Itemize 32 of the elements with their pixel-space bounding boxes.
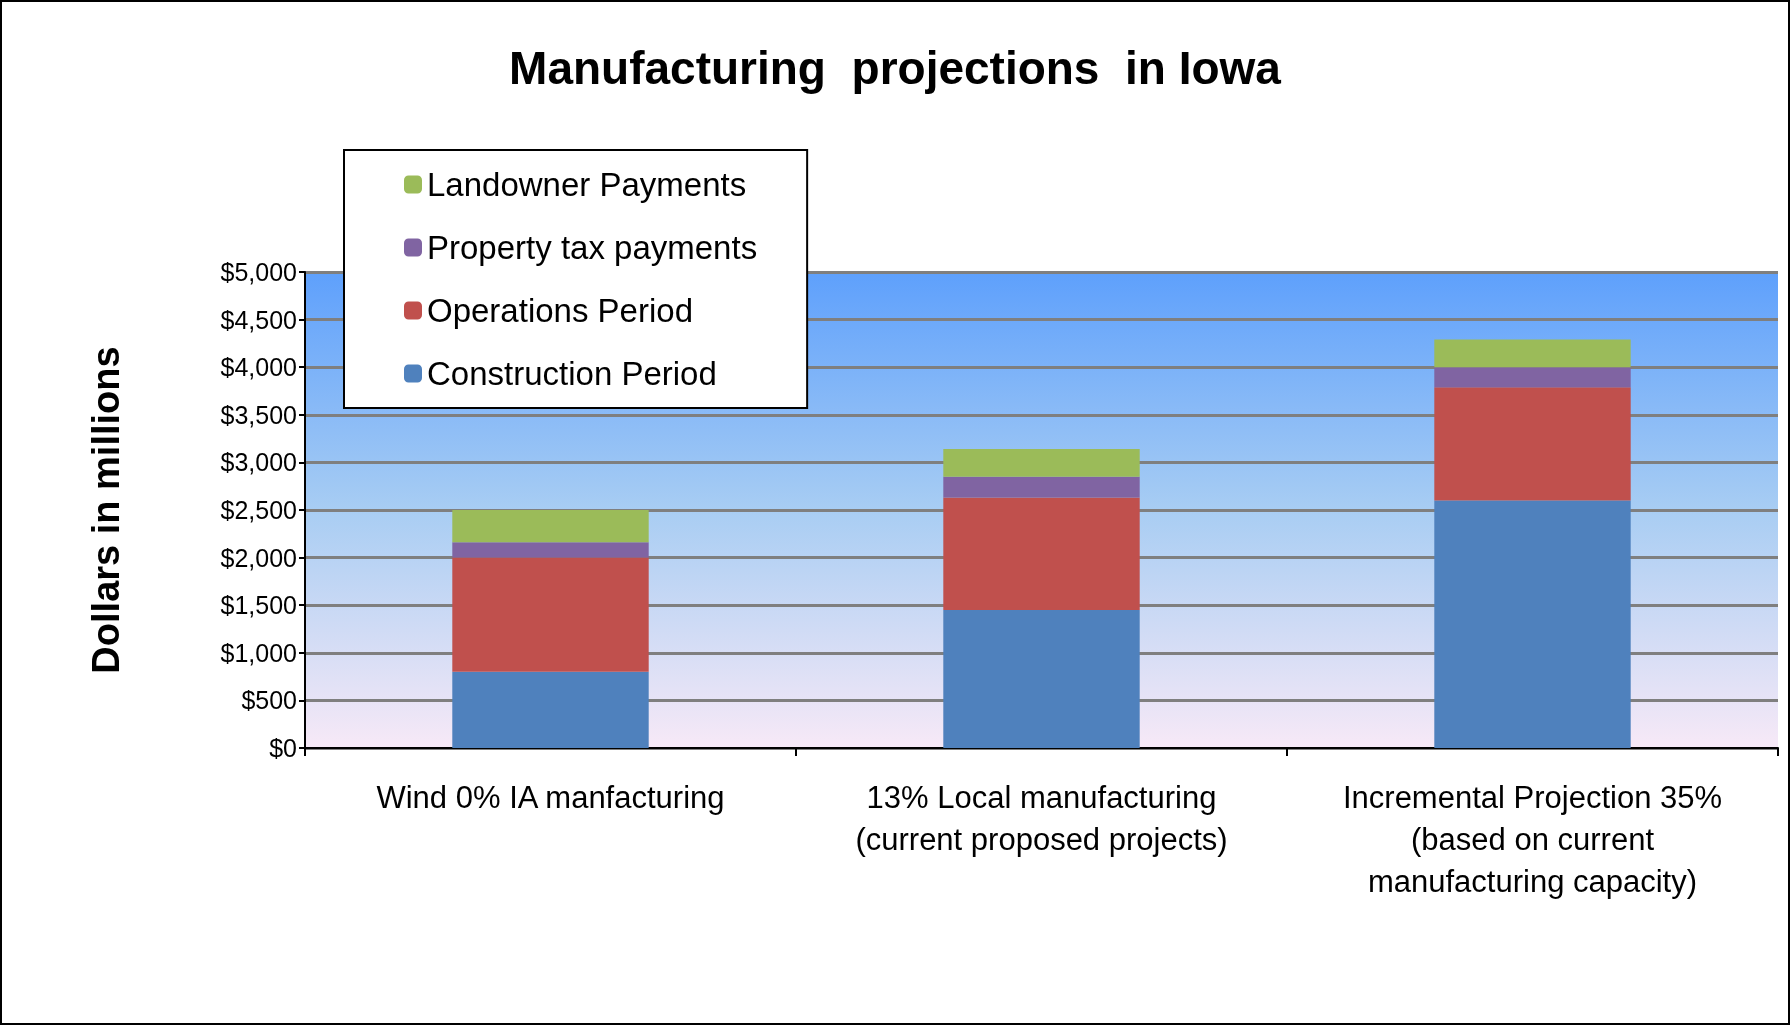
bar bbox=[1434, 367, 1631, 388]
y-tick-label: $2,500 bbox=[220, 496, 297, 524]
legend-label: Construction Period bbox=[427, 355, 717, 392]
y-axis-title: Dollars in millions bbox=[85, 346, 127, 674]
y-tick-label: $2,000 bbox=[220, 543, 297, 572]
bar bbox=[452, 671, 649, 748]
y-tick-label: $1,500 bbox=[220, 591, 297, 620]
bar bbox=[943, 609, 1140, 748]
chart-title: Manufacturing projections in Iowa bbox=[509, 42, 1282, 94]
bar bbox=[1434, 339, 1631, 368]
bar bbox=[943, 449, 1140, 477]
bar bbox=[452, 510, 649, 543]
y-tick-label: $4,000 bbox=[220, 353, 297, 382]
bar bbox=[452, 557, 649, 672]
x-tick-label: Wind 0% IA manfacturing bbox=[376, 779, 725, 815]
bar bbox=[943, 497, 1140, 610]
y-tick-label: $4,500 bbox=[220, 305, 297, 334]
legend-label: Landowner Payments bbox=[427, 166, 747, 203]
bar bbox=[1434, 500, 1631, 748]
y-tick-label: $500 bbox=[241, 686, 297, 715]
y-tick-label: $1,000 bbox=[220, 638, 297, 667]
y-tick-label: $0 bbox=[269, 734, 297, 762]
y-tick-label: $3,500 bbox=[220, 400, 297, 429]
bar bbox=[452, 542, 649, 558]
x-tick-label: Incremental Projection 35% (based on current manufacturing capacity) bbox=[1342, 779, 1723, 899]
y-tick-label: $5,000 bbox=[220, 258, 297, 286]
y-tick-label: $3,000 bbox=[220, 448, 297, 477]
x-tick-label: 13% Local manufacturing (current proposed projects) bbox=[855, 779, 1228, 857]
legend-label: Operations Period bbox=[427, 292, 693, 329]
bar bbox=[1434, 387, 1631, 501]
bar bbox=[943, 476, 1140, 498]
legend-label: Property tax payments bbox=[427, 229, 758, 266]
